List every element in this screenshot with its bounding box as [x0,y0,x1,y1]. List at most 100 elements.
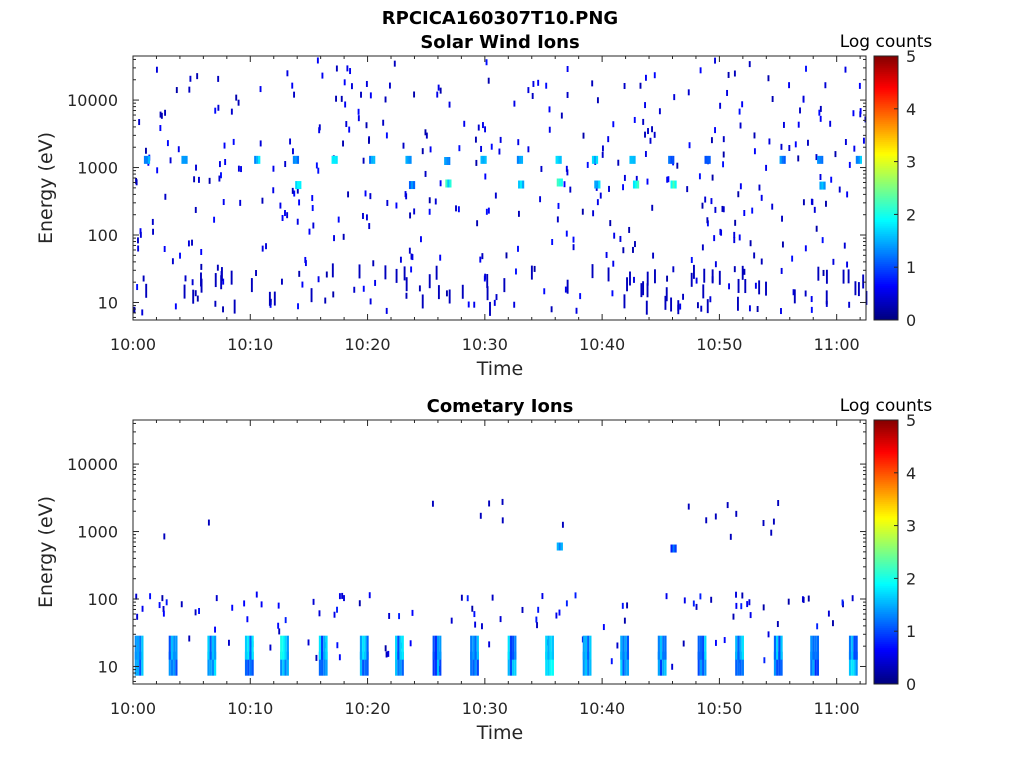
spectrogram-bin [445,179,448,188]
spectrogram-bin [693,264,695,279]
spectrogram-bin [188,635,191,642]
spectrogram-bin [149,593,152,600]
spectrogram-bin [487,207,490,214]
spectrogram-bin [854,281,857,296]
spectrogram-bin [830,176,833,183]
colorbar-step [874,570,898,573]
spectrogram-bin [317,167,320,174]
colorbar-step [874,314,898,317]
spectrogram-bin [565,600,568,607]
spectrogram-bin [134,635,137,660]
colorbar-step [874,178,898,181]
spectrogram-bin [739,651,742,676]
colorbar-step [874,142,898,145]
colorbar-step [874,542,898,545]
spectrogram-bin [420,236,422,243]
colorbar-step [874,266,898,269]
spectrogram-bin [624,651,627,676]
colorbar-step [874,108,898,111]
spectrogram-bin [164,193,167,200]
colorbar-step [874,166,898,169]
spectrogram-bin [181,155,184,164]
colorbar-step [874,594,898,597]
spectrogram-bin [520,180,523,189]
colorbar-step [874,538,898,541]
spectrogram-bin [513,301,516,308]
colorbar-step [874,578,898,581]
colorbar-step [874,612,898,615]
spectrogram-bin [743,268,746,275]
colorbar-step [874,92,898,95]
spectrogram-bin [434,635,437,660]
colorbar-step [874,510,898,513]
spectrogram-bin [436,651,440,676]
spectrogram-bin [770,529,773,536]
spectrogram-bin [746,601,749,608]
spectrogram-bin [857,155,860,164]
spectrogram-bin [467,301,470,308]
colorbar-step [874,560,898,563]
colorbar-step [874,258,898,261]
colorbar-step [874,604,898,607]
spectrogram-bin [551,239,554,246]
colorbar-step [874,668,898,671]
spectrogram-bin [194,206,197,213]
spectrogram-bin [557,202,560,209]
cometary-spectrogram [134,498,858,676]
colorbar-step [874,632,898,635]
colorbar-step [874,524,898,527]
spectrogram-bin [479,256,482,263]
spectrogram-bin [805,65,807,72]
spectrogram-bin [687,89,690,96]
colorbar-step [874,302,898,305]
spectrogram-bin [321,72,324,79]
spectrogram-bin [139,635,142,660]
spectrogram-bin [709,296,712,303]
spectrogram-bin [499,616,502,623]
colorbar-step [874,512,898,515]
spectrogram-bin [819,105,822,112]
colorbar-step [874,546,898,549]
colorbar-step [874,660,898,663]
spectrogram-bin [704,196,707,203]
spectrogram-bin [304,256,307,263]
spectrogram-bin [382,119,385,126]
spectrogram-bin [395,202,398,209]
colorbar-step [874,296,898,299]
spectrogram-bin [807,595,810,602]
spectrogram-bin [672,180,675,189]
spectrogram-bin [741,635,744,660]
colorbar-step [874,424,898,427]
spectrogram-bin [579,293,582,300]
spectrogram-bin [532,80,535,87]
spectrogram-bin [187,240,190,247]
colorbar-step [874,562,898,565]
spectrogram-bin [447,179,450,188]
ylabel-solar-wind: Energy (eV) [35,132,57,244]
spectrogram-bin [431,500,434,507]
spectrogram-bin [152,228,154,235]
spectrogram-bin [635,175,638,182]
spectrogram-bin [280,635,283,660]
colorbar-step [874,80,898,83]
spectrogram-bin [706,220,709,227]
spectrogram-bin [584,651,588,676]
spectrogram-bin [739,183,742,190]
spectrogram-bin [825,290,828,305]
spectrogram-bin [445,290,448,297]
spectrogram-bin [408,181,412,190]
spectrogram-bin [409,640,412,647]
spectrogram-bin [662,635,665,660]
figure-title: RPCICA160307T10.PNG [382,8,618,29]
spectrogram-bin [711,269,714,284]
spectrogram-bin [596,97,599,104]
colorbar-step [874,624,898,627]
spectrogram-bin [527,146,530,153]
spectrogram-bin [353,286,356,293]
spectrogram-bin [284,210,286,217]
spectrogram-bin [634,180,638,189]
colorbar-step [874,534,898,537]
spectrogram-bin [362,651,365,676]
spectrogram-bin [297,303,299,310]
spectrogram-bin [781,241,784,248]
